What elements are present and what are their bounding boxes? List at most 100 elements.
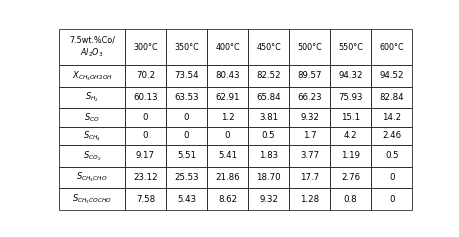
Text: $S_{CO_2}$: $S_{CO_2}$	[83, 149, 101, 163]
Bar	[166, 108, 207, 127]
Bar	[207, 108, 247, 127]
Text: 15.1: 15.1	[341, 113, 359, 122]
Text: 7.58: 7.58	[135, 195, 155, 204]
Text: 0: 0	[388, 195, 393, 204]
Text: 14.2: 14.2	[381, 113, 400, 122]
Text: 1.19: 1.19	[341, 151, 359, 160]
Text: 1.83: 1.83	[258, 151, 278, 160]
Bar	[125, 167, 166, 188]
Text: 400°C: 400°C	[215, 43, 239, 52]
Text: 4.2: 4.2	[343, 131, 357, 140]
Text: 450°C: 450°C	[256, 43, 280, 52]
Text: 94.52: 94.52	[379, 71, 403, 80]
Bar	[330, 127, 370, 145]
Text: $X_{CH_3OH2OH}$: $X_{CH_3OH2OH}$	[72, 69, 112, 83]
Bar	[125, 65, 166, 87]
Text: 1.2: 1.2	[220, 113, 234, 122]
Text: 82.52: 82.52	[256, 71, 280, 80]
Text: 82.84: 82.84	[379, 93, 403, 102]
Bar	[166, 127, 207, 145]
Text: 62.91: 62.91	[215, 93, 239, 102]
Bar	[166, 87, 207, 108]
Text: 5.41: 5.41	[218, 151, 236, 160]
Bar	[370, 167, 411, 188]
Text: 0.8: 0.8	[343, 195, 357, 204]
Text: 9.32: 9.32	[299, 113, 319, 122]
Bar	[207, 167, 247, 188]
Bar	[166, 29, 207, 65]
Text: 17.7: 17.7	[299, 173, 319, 182]
Bar	[330, 87, 370, 108]
Text: 0: 0	[142, 113, 148, 122]
Bar	[247, 108, 288, 127]
Text: 3.81: 3.81	[258, 113, 278, 122]
Text: 8.62: 8.62	[218, 195, 236, 204]
Bar	[330, 29, 370, 65]
Text: 60.13: 60.13	[133, 93, 157, 102]
Bar	[207, 29, 247, 65]
Bar	[330, 108, 370, 127]
Text: 18.70: 18.70	[256, 173, 280, 182]
Text: 7.5wt.%Co/
$Al_2O_3$: 7.5wt.%Co/ $Al_2O_3$	[69, 36, 115, 59]
Bar	[247, 87, 288, 108]
Text: $S_{CH_3CHO}$: $S_{CH_3CHO}$	[76, 171, 107, 184]
Bar	[288, 65, 330, 87]
Bar	[370, 108, 411, 127]
Text: 89.57: 89.57	[297, 71, 321, 80]
Text: 65.84: 65.84	[256, 93, 280, 102]
Bar	[247, 65, 288, 87]
Bar	[59, 188, 125, 210]
Text: 9.17: 9.17	[136, 151, 155, 160]
Text: 73.54: 73.54	[174, 71, 198, 80]
Bar	[247, 29, 288, 65]
Text: 0: 0	[183, 131, 189, 140]
Bar	[59, 167, 125, 188]
Bar	[59, 145, 125, 167]
Text: $S_{H_2}$: $S_{H_2}$	[85, 91, 99, 104]
Bar	[59, 127, 125, 145]
Text: $S_{CH_3COCHO}$: $S_{CH_3COCHO}$	[72, 192, 112, 206]
Bar	[370, 127, 411, 145]
Text: 75.93: 75.93	[338, 93, 362, 102]
Text: 80.43: 80.43	[215, 71, 239, 80]
Bar	[59, 29, 125, 65]
Bar	[288, 29, 330, 65]
Bar	[125, 127, 166, 145]
Bar	[166, 65, 207, 87]
Text: 600°C: 600°C	[379, 43, 403, 52]
Bar	[370, 29, 411, 65]
Bar	[59, 108, 125, 127]
Text: 21.86: 21.86	[215, 173, 239, 182]
Text: 0: 0	[183, 113, 189, 122]
Bar	[125, 188, 166, 210]
Text: 63.53: 63.53	[174, 93, 198, 102]
Bar	[247, 188, 288, 210]
Bar	[247, 167, 288, 188]
Bar	[288, 87, 330, 108]
Bar	[288, 188, 330, 210]
Bar	[59, 65, 125, 87]
Bar	[207, 87, 247, 108]
Text: 1.7: 1.7	[302, 131, 316, 140]
Text: 66.23: 66.23	[297, 93, 321, 102]
Bar	[207, 65, 247, 87]
Bar	[166, 188, 207, 210]
Text: 5.43: 5.43	[177, 195, 196, 204]
Bar	[370, 145, 411, 167]
Bar	[207, 145, 247, 167]
Bar	[370, 188, 411, 210]
Bar	[207, 188, 247, 210]
Text: 300°C: 300°C	[133, 43, 157, 52]
Text: 0.5: 0.5	[384, 151, 397, 160]
Text: $S_{CH_4}$: $S_{CH_4}$	[83, 129, 101, 143]
Bar	[288, 127, 330, 145]
Bar	[125, 29, 166, 65]
Text: 500°C: 500°C	[297, 43, 321, 52]
Text: 3.77: 3.77	[299, 151, 319, 160]
Text: 0: 0	[224, 131, 230, 140]
Bar	[288, 145, 330, 167]
Bar	[125, 108, 166, 127]
Bar	[330, 188, 370, 210]
Text: 9.32: 9.32	[258, 195, 278, 204]
Text: 25.53: 25.53	[174, 173, 198, 182]
